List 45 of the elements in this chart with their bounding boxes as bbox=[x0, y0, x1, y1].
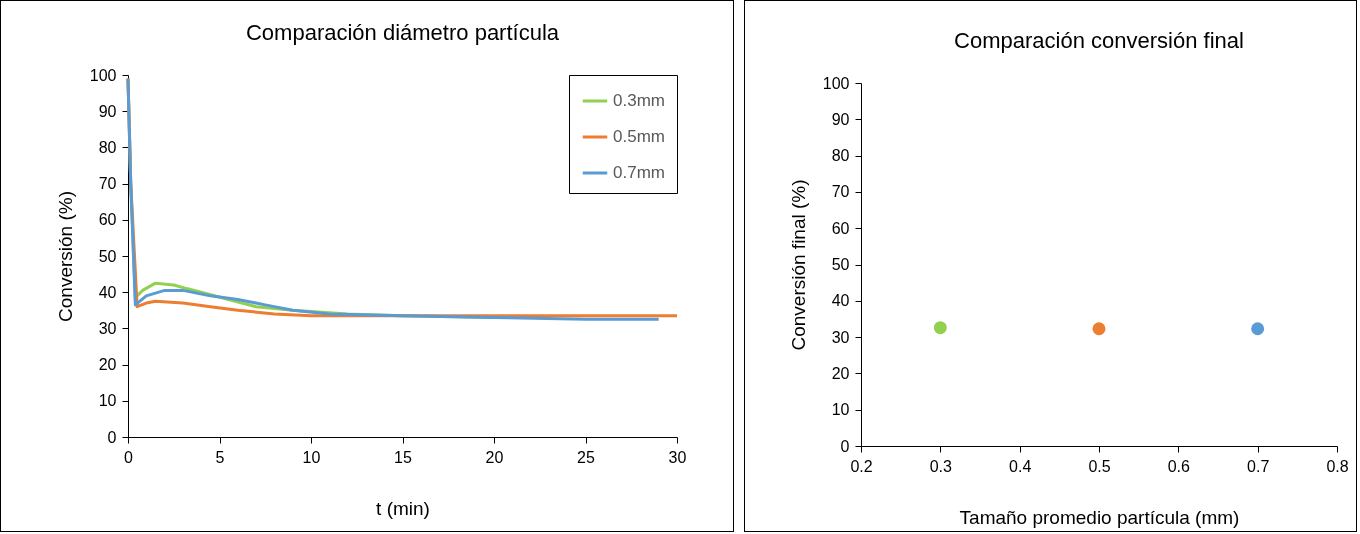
y-tick-label: 100 bbox=[89, 66, 117, 84]
x-tick-label: 0.3 bbox=[929, 457, 953, 475]
y-tick-label: 0 bbox=[840, 437, 850, 455]
y-tick-label: 40 bbox=[98, 283, 117, 301]
x-tick-label: 0 bbox=[124, 448, 134, 466]
x-tick-label: 20 bbox=[485, 448, 504, 466]
y-tick-label: 90 bbox=[98, 102, 117, 120]
y-tick-label: 20 bbox=[98, 356, 117, 374]
y-tick-label: 80 bbox=[98, 138, 117, 156]
x-tick-label: 0.8 bbox=[1326, 457, 1349, 475]
y-tick-label: 60 bbox=[98, 211, 117, 229]
x-tick-label: 5 bbox=[215, 448, 225, 466]
x-tick-label: 15 bbox=[394, 448, 412, 466]
y-tick-label: 50 bbox=[98, 247, 117, 265]
y-axis-title: Conversión final (%) bbox=[787, 179, 809, 351]
chart-title: Comparación diámetro partícula bbox=[245, 20, 560, 45]
x-tick-label: 0.6 bbox=[1167, 457, 1191, 475]
x-tick-label: 10 bbox=[302, 448, 321, 466]
y-tick-label: 30 bbox=[831, 328, 850, 346]
y-tick-label: 30 bbox=[98, 319, 117, 337]
y-tick-label: 20 bbox=[831, 364, 850, 382]
legend-label: 0.7mm bbox=[613, 163, 665, 182]
x-tick-label: 0.7 bbox=[1247, 457, 1270, 475]
x-tick-label: 25 bbox=[577, 448, 595, 466]
x-axis-title: Tamaño promedio partícula (mm) bbox=[959, 506, 1240, 528]
y-tick-label: 80 bbox=[831, 147, 850, 165]
x-axis-title: t (min) bbox=[376, 497, 430, 519]
y-tick-label: 100 bbox=[822, 74, 850, 92]
y-tick-label: 10 bbox=[98, 392, 117, 410]
y-tick-label: 70 bbox=[831, 183, 850, 201]
chart-title: Comparación conversión final bbox=[954, 28, 1244, 53]
legend-label: 0.3mm bbox=[613, 91, 665, 110]
y-axis-title: Conversión (%) bbox=[54, 191, 76, 322]
y-tick-label: 50 bbox=[831, 256, 850, 273]
x-tick-label: 0.2 bbox=[850, 457, 873, 475]
x-tick-label: 0.4 bbox=[1009, 457, 1032, 475]
legend-label: 0.5mm bbox=[613, 127, 665, 146]
y-tick-label: 0 bbox=[107, 428, 117, 446]
y-tick-label: 70 bbox=[98, 175, 117, 193]
x-tick-label: 0.5 bbox=[1088, 457, 1111, 475]
x-tick-label: 30 bbox=[668, 448, 687, 466]
y-tick-label: 10 bbox=[831, 401, 850, 419]
y-tick-label: 60 bbox=[831, 219, 850, 237]
y-tick-label: 40 bbox=[831, 292, 850, 310]
y-tick-label: 90 bbox=[831, 110, 850, 128]
